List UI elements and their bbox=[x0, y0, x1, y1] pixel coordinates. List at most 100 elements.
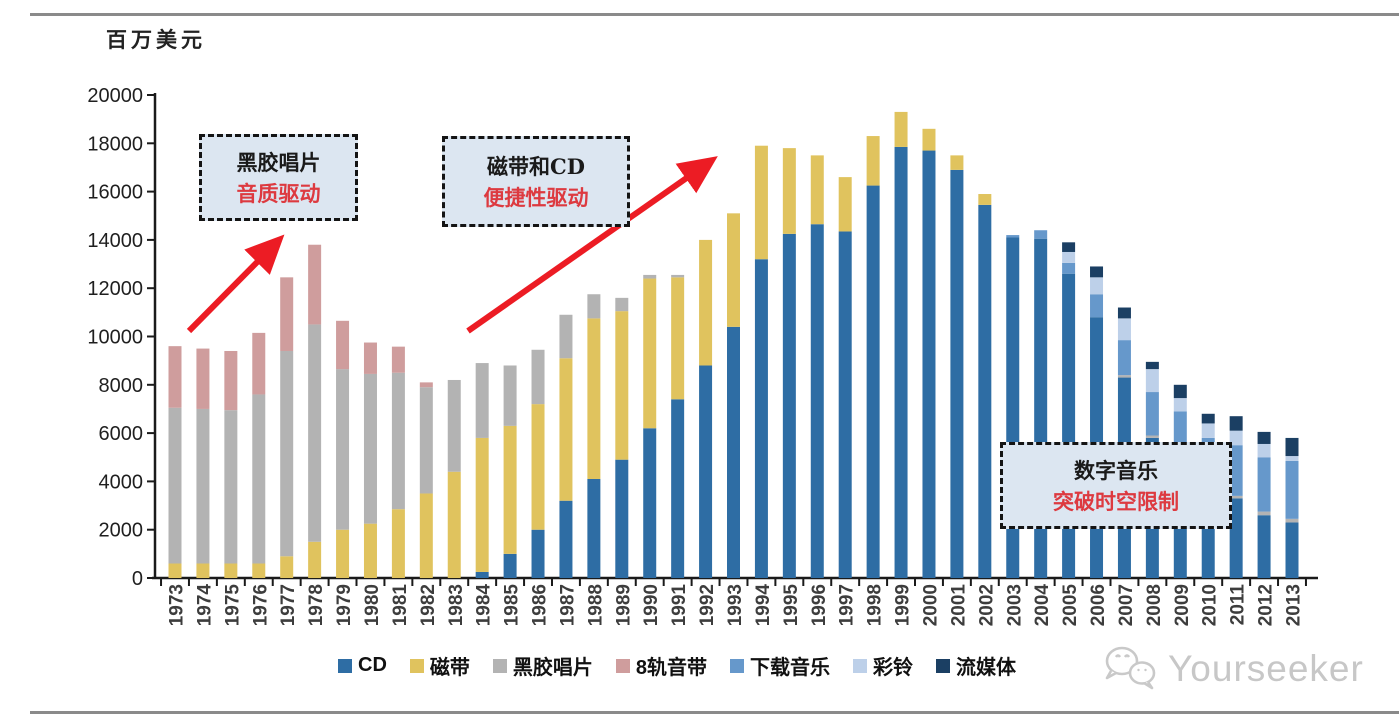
bar-2001 bbox=[950, 155, 964, 579]
bar-1994 bbox=[754, 145, 768, 578]
bar-1986 bbox=[531, 349, 545, 578]
segment-下载音乐 bbox=[1257, 457, 1271, 512]
segment-黑胶唱片 bbox=[671, 274, 685, 278]
x-axis-label-1985: 1985 bbox=[502, 584, 523, 627]
segment-下载音乐 bbox=[1062, 262, 1076, 274]
segment-8轨音带 bbox=[308, 244, 322, 325]
segment-彩铃 bbox=[1257, 443, 1271, 458]
bar-1980 bbox=[363, 342, 377, 578]
segment-下载音乐 bbox=[1145, 392, 1159, 436]
x-axis-label-1991: 1991 bbox=[669, 584, 690, 627]
segment-下载音乐 bbox=[1229, 445, 1243, 496]
annotation-box-cassette-cd: 磁带和CD 便捷性驱动 bbox=[442, 136, 630, 227]
legend-swatch-icon bbox=[615, 658, 630, 673]
y-axis-label: 0 bbox=[132, 568, 143, 590]
segment-下载音乐 bbox=[1117, 340, 1131, 376]
segment-黑胶唱片 bbox=[531, 349, 545, 405]
x-axis-label-1994: 1994 bbox=[753, 584, 774, 627]
segment-黑胶唱片 bbox=[559, 314, 573, 359]
legend-label: 下载音乐 bbox=[750, 657, 831, 679]
x-axis-label-1981: 1981 bbox=[390, 584, 411, 627]
legend-swatch-icon bbox=[936, 658, 951, 673]
segment-CD bbox=[615, 459, 629, 578]
segment-黑胶唱片 bbox=[280, 350, 294, 557]
bar-1992 bbox=[699, 239, 713, 578]
x-axis-label-1976: 1976 bbox=[250, 584, 271, 626]
bar-1985 bbox=[503, 365, 517, 578]
legend-item-下载音乐: 下载音乐 bbox=[730, 651, 830, 680]
x-axis-label-1993: 1993 bbox=[725, 584, 746, 626]
x-axis-label-1974: 1974 bbox=[194, 584, 215, 627]
segment-磁带 bbox=[391, 509, 405, 578]
top-divider bbox=[30, 13, 1399, 16]
y-axis-label: 10000 bbox=[87, 327, 143, 349]
bar-2006 bbox=[1090, 266, 1104, 578]
segment-磁带 bbox=[838, 177, 852, 232]
bar-2013 bbox=[1285, 437, 1299, 578]
x-axis-label-1987: 1987 bbox=[557, 584, 578, 626]
segment-磁带 bbox=[475, 437, 489, 572]
segment-CD bbox=[978, 204, 992, 578]
segment-8轨音带 bbox=[196, 348, 210, 409]
bar-1982 bbox=[419, 382, 433, 578]
segment-下载音乐 bbox=[1285, 460, 1299, 519]
x-axis-label-2012: 2012 bbox=[1256, 584, 1277, 626]
bar-1998 bbox=[866, 136, 880, 578]
x-axis-label-2001: 2001 bbox=[948, 584, 969, 627]
bar-1983 bbox=[447, 379, 461, 578]
bar-1977 bbox=[280, 277, 294, 578]
x-axis-label-2005: 2005 bbox=[1060, 584, 1081, 627]
segment-黑胶唱片 bbox=[308, 324, 322, 542]
x-axis-label-2010: 2010 bbox=[1200, 584, 1221, 626]
segment-CD bbox=[782, 233, 796, 579]
legend-swatch-icon bbox=[492, 658, 507, 673]
segment-彩铃 bbox=[1090, 277, 1104, 295]
segment-彩铃 bbox=[1201, 423, 1215, 438]
y-axis-label: 8000 bbox=[99, 375, 144, 397]
bar-1979 bbox=[336, 320, 350, 578]
segment-流媒体 bbox=[1285, 437, 1299, 457]
x-axis-label-2002: 2002 bbox=[976, 584, 997, 626]
x-axis-label-1980: 1980 bbox=[362, 584, 383, 626]
segment-8轨音带 bbox=[252, 332, 266, 395]
segment-CD bbox=[531, 529, 545, 578]
segment-黑胶唱片 bbox=[224, 410, 238, 564]
segment-8轨音带 bbox=[168, 346, 182, 408]
segment-流媒体 bbox=[1173, 384, 1187, 399]
segment-CD bbox=[643, 428, 657, 578]
annotation-title: 磁带和CD bbox=[487, 153, 585, 179]
y-axis-label: 14000 bbox=[87, 230, 143, 252]
segment-磁带 bbox=[587, 318, 601, 479]
segment-CD bbox=[894, 146, 908, 579]
x-axis-label-1975: 1975 bbox=[222, 584, 243, 627]
segment-CD bbox=[699, 365, 713, 578]
segment-磁带 bbox=[363, 523, 377, 578]
segment-黑胶唱片 bbox=[336, 369, 350, 530]
x-axis-label-1979: 1979 bbox=[334, 584, 355, 626]
y-axis-label: 18000 bbox=[87, 133, 143, 155]
segment-CD bbox=[1229, 498, 1243, 578]
x-axis-label-1986: 1986 bbox=[530, 584, 551, 626]
legend-swatch-icon bbox=[338, 658, 352, 673]
legend-swatch-icon bbox=[409, 658, 424, 673]
y-axis-label: 20000 bbox=[87, 85, 143, 107]
bar-2000 bbox=[922, 128, 936, 579]
y-axis-label: 2000 bbox=[99, 520, 144, 542]
segment-黑胶唱片 bbox=[168, 407, 182, 564]
legend-item-磁带: 磁带 bbox=[409, 651, 470, 680]
y-axis-label: 6000 bbox=[99, 423, 144, 445]
x-axis-label-2013: 2013 bbox=[1284, 584, 1305, 626]
segment-磁带 bbox=[643, 278, 657, 429]
segment-黑胶唱片 bbox=[1145, 435, 1159, 438]
x-axis-label-2000: 2000 bbox=[920, 584, 941, 626]
segment-黑胶唱片 bbox=[1229, 495, 1243, 499]
bar-2011 bbox=[1229, 416, 1243, 578]
x-axis-label-1978: 1978 bbox=[306, 584, 327, 626]
annotation-box-vinyl: 黑胶唱片 音质驱动 bbox=[199, 134, 358, 221]
segment-磁带 bbox=[894, 111, 908, 147]
y-axis-label: 16000 bbox=[87, 182, 143, 204]
segment-黑胶唱片 bbox=[475, 363, 489, 438]
x-axis-label-1977: 1977 bbox=[278, 584, 299, 626]
